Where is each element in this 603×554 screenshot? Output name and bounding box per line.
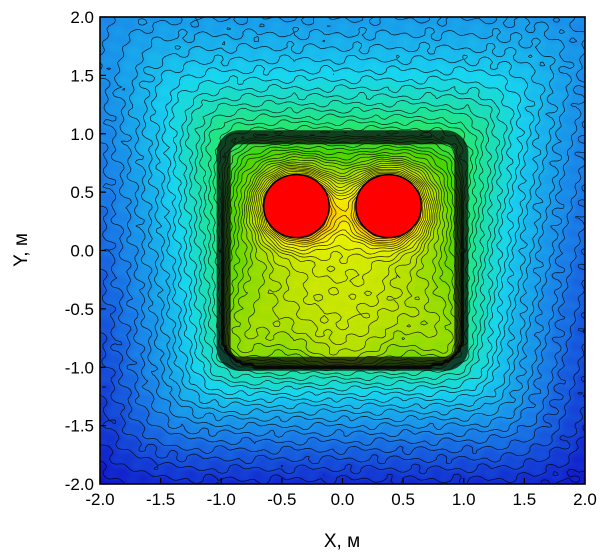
x-axis: -2.0 -1.5 -1.0 -0.5 0.0 0.5 1.0 1.5 2.0	[85, 478, 597, 509]
contour-line	[178, 84, 508, 387]
x-tick-label: 0.5	[391, 490, 415, 509]
x-tick-label: 1.5	[513, 490, 537, 509]
contour-line	[258, 171, 427, 255]
contour-line	[260, 172, 425, 251]
y-tick-label: 1.0	[70, 125, 94, 144]
x-tick-label: -1.0	[207, 490, 236, 509]
square-boundary	[216, 130, 469, 371]
contour-line	[256, 169, 429, 265]
y-tick-label: -1.0	[65, 358, 94, 377]
y-tick-label: 0.5	[70, 183, 94, 202]
x-tick-label: 1.0	[452, 490, 476, 509]
y-tick-label: 1.5	[70, 66, 94, 85]
x-tick-label: -1.5	[146, 490, 175, 509]
y-axis: 2.0 1.5 1.0 0.5 0.0 -0.5 -1.0 -1.5 -2.0	[65, 8, 106, 494]
x-tick-label: -2.0	[85, 490, 114, 509]
y-tick-label: -0.5	[65, 300, 94, 319]
contour-line	[231, 158, 454, 365]
contour-line	[248, 162, 437, 356]
x-tick-label: 2.0	[573, 490, 597, 509]
contour-line	[254, 167, 431, 300]
contour-line	[252, 166, 433, 331]
contour-line	[112, 17, 575, 423]
y-tick-label: -1.5	[65, 417, 94, 436]
contour-line	[100, 120, 585, 438]
contour-line	[184, 92, 501, 382]
contour-line	[149, 54, 536, 403]
heatmap-image	[100, 17, 585, 484]
hot-spot	[355, 173, 423, 239]
contour-line	[138, 40, 546, 410]
x-tick-label: -0.5	[267, 490, 296, 509]
contour-line	[100, 362, 585, 475]
contour-line	[193, 99, 493, 376]
hot-spot	[262, 173, 330, 239]
contour-line	[168, 74, 515, 392]
contour-line	[244, 160, 441, 362]
contour-line	[100, 183, 585, 446]
y-tick-label: 2.0	[70, 8, 94, 27]
contour-lines	[100, 17, 585, 484]
contour-line	[100, 311, 585, 465]
x-tick-label: 0.0	[331, 490, 355, 509]
y-axis-label: Y, м	[11, 233, 32, 267]
contour-line	[250, 165, 435, 346]
contour-line	[127, 26, 559, 416]
plot-area	[99, 16, 586, 485]
contour-line	[100, 247, 585, 455]
x-axis-label: X, м	[324, 531, 360, 552]
contour-line	[161, 64, 526, 397]
y-tick-label: 0.0	[70, 242, 94, 261]
y-tick-label: -2.0	[65, 475, 94, 494]
contour-line	[100, 17, 585, 431]
